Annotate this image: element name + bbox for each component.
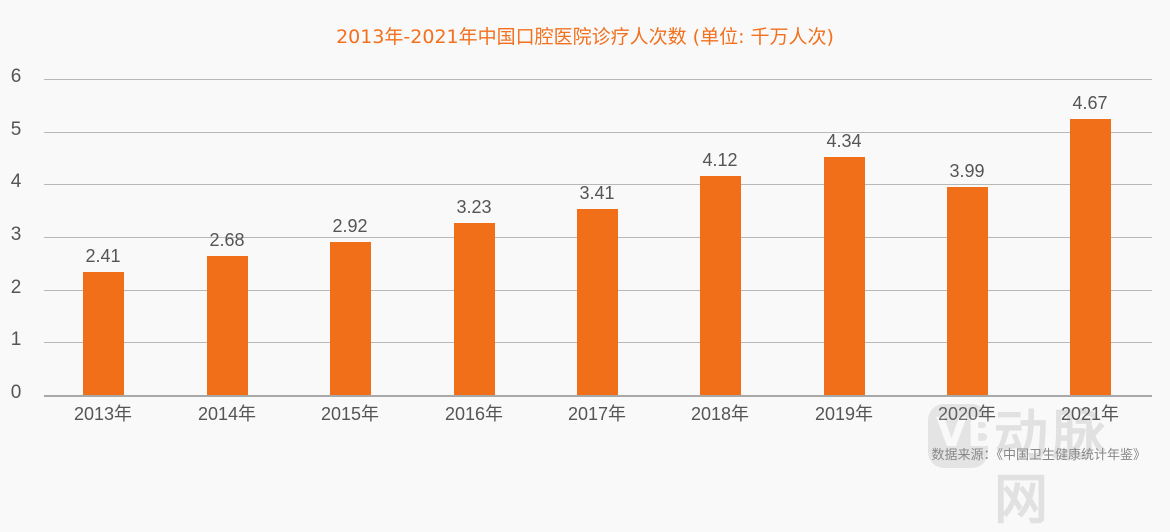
x-tick-label: 2018年 [690,404,750,424]
y-tick-label: 3 [10,224,22,245]
gridline [44,184,1152,185]
gridline [44,132,1152,133]
bar [207,256,248,395]
gridline [44,395,1152,397]
y-tick-label: 1 [10,329,22,350]
x-tick-label: 2017年 [567,404,627,424]
value-label: 4.12 [702,150,738,170]
bar [577,209,618,395]
value-label: 4.34 [826,131,862,151]
y-tick-label: 6 [10,66,22,87]
value-label: 4.67 [1072,93,1108,113]
x-tick-label: 2021年 [1060,404,1120,424]
y-tick-label: 4 [10,171,22,192]
x-tick-label: 2020年 [937,404,997,424]
bar [700,176,741,395]
x-tick-label: 2014年 [197,404,257,424]
y-tick-label: 0 [10,382,22,403]
bar [454,223,495,395]
bar [824,157,865,395]
gridline [44,79,1152,80]
value-label: 2.41 [85,246,121,266]
x-tick-label: 2016年 [444,404,504,424]
bar [1070,119,1111,395]
y-tick-label: 5 [10,119,22,140]
bar [83,272,124,395]
x-tick-label: 2015年 [320,404,380,424]
bar [330,242,371,395]
y-tick-label: 2 [10,277,22,298]
value-label: 3.41 [579,183,615,203]
data-source: 数据来源：《中国卫生健康统计年鉴》 [931,448,1146,463]
value-label: 3.23 [456,197,492,217]
chart-title: 2013年-2021年中国口腔医院诊疗人次数 (单位: 千万人次) [336,26,834,48]
bar [947,187,988,395]
x-tick-label: 2019年 [814,404,874,424]
value-label: 3.99 [949,161,985,181]
x-tick-label: 2013年 [73,404,133,424]
value-label: 2.92 [332,216,368,236]
value-label: 2.68 [209,230,245,250]
